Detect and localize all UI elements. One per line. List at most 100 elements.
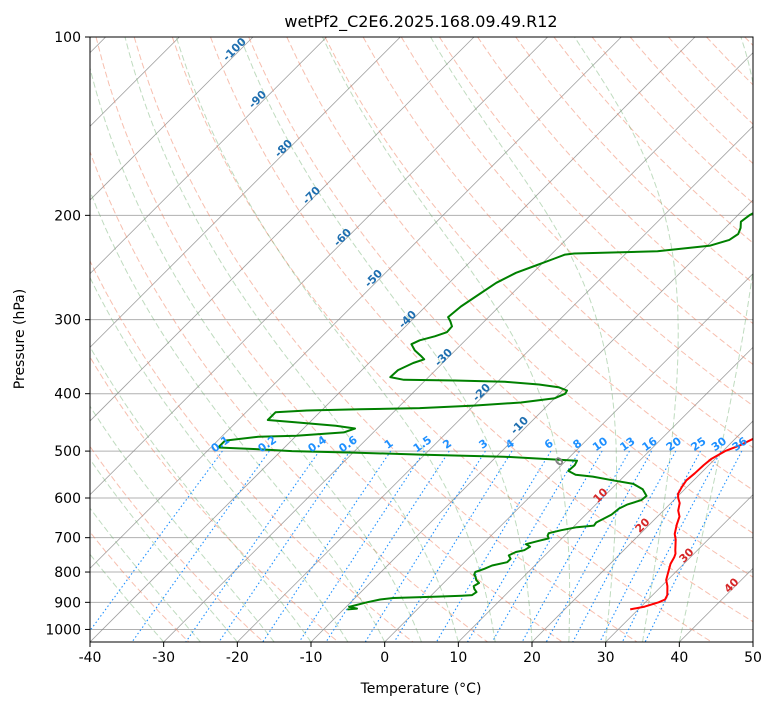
- y-tick-label: 200: [54, 208, 81, 224]
- mixing-ratio-label: 0.1: [209, 433, 232, 455]
- dry-adiabat-line: [171, 37, 712, 642]
- y-tick-label: 1000: [45, 622, 81, 638]
- x-tick-label: 10: [449, 650, 467, 666]
- y-tick-label: 400: [54, 387, 81, 403]
- dry-adiabat-line: [515, 37, 753, 284]
- isotherm-line: [90, 37, 696, 642]
- x-tick-label: -40: [79, 650, 102, 666]
- mixing-ratio-line: [298, 450, 425, 642]
- mixing-ratio-label: 1.5: [411, 433, 434, 455]
- dewpoint-profile-line: [217, 212, 753, 611]
- moist-adiabat-line: [90, 189, 386, 642]
- chart-title: wetPf2_C2E6.2025.168.09.49.R12: [284, 12, 557, 32]
- isotherm-label: -80: [272, 137, 295, 160]
- y-tick-label: 300: [54, 313, 81, 329]
- isotherm-label: -60: [331, 226, 354, 249]
- moist-adiabat-line: [90, 553, 165, 642]
- dry-adiabat-line: [362, 37, 753, 449]
- dry-adiabat-line: [744, 37, 753, 47]
- moist-adiabat-line: [175, 37, 496, 642]
- y-tick-label: 100: [54, 30, 81, 46]
- isotherm-lines: [90, 37, 753, 642]
- dry-adiabat-line: [706, 37, 753, 86]
- dry-adiabat-line: [400, 37, 753, 407]
- x-axis-ticks: -40 -30 -20 -10 0 10 20 30 40 50: [79, 642, 762, 666]
- isotherm-label: -50: [362, 267, 385, 290]
- moist-adiabat-lines: [90, 37, 753, 642]
- mixing-ratio-label: 1: [382, 437, 396, 452]
- dry-adiabat-line: [90, 445, 264, 642]
- moist-adiabat-line: [124, 37, 459, 642]
- plot-frame: [89, 36, 754, 643]
- x-tick-label: 30: [597, 650, 615, 666]
- dry-adiabat-line: [286, 37, 753, 534]
- y-axis-label: Pressure (hPa): [12, 289, 28, 389]
- moist-adiabat-line: [574, 37, 679, 642]
- isotherm-line: [90, 37, 622, 569]
- temperature-profile-line: [630, 437, 753, 611]
- dry-adiabat-line: [210, 37, 753, 623]
- moist-adiabat-line: [90, 345, 312, 642]
- mixing-ratio-line: [393, 450, 513, 642]
- y-tick-label: 600: [54, 491, 81, 507]
- isotherm-line: [384, 273, 753, 642]
- y-tick-label: 700: [54, 531, 81, 547]
- dry-adiabat-line: [90, 150, 488, 642]
- dry-adiabat-line: [95, 37, 563, 642]
- mixing-ratio-line: [435, 450, 552, 642]
- isotherm-label: -30: [432, 346, 455, 369]
- isotherm-label: -70: [300, 184, 323, 207]
- pressure-grid: [90, 37, 753, 630]
- x-tick-label: 40: [670, 650, 688, 666]
- x-axis-label: Temperature (°C): [360, 681, 482, 697]
- dry-adiabat-lines: [90, 37, 753, 642]
- dry-adiabat-line: [248, 37, 753, 578]
- isotherm-label: -40: [396, 308, 419, 331]
- theta-label: 40: [722, 575, 742, 595]
- dry-adiabat-line: [90, 259, 414, 642]
- sounding-profiles: [217, 212, 753, 611]
- reference-line-labels: 0.1 0.2 0.4 0.6 1 1.5 2 3 4 6 8 10 13 16 20 25 30 36-100-…: [209, 35, 750, 596]
- moist-adiabat-line: [90, 458, 238, 642]
- mixing-ratio-line: [90, 450, 223, 632]
- isotherm-line: [90, 37, 548, 496]
- moist-adiabat-line: [90, 405, 275, 642]
- isotherm-line: [458, 346, 753, 642]
- mixing-ratio-line: [262, 450, 392, 642]
- mixing-ratio-line: [545, 450, 653, 642]
- isotherm-line: [310, 199, 753, 642]
- moist-adiabat-line: [430, 37, 617, 642]
- mixing-ratio-line: [599, 450, 701, 642]
- moist-adiabat-line: [239, 37, 533, 642]
- moist-adiabat-line: [90, 276, 349, 642]
- isotherm-line: [237, 125, 753, 642]
- mixing-ratio-line: [521, 450, 630, 642]
- theta-label: 20: [633, 515, 653, 535]
- dry-adiabat-line: [133, 37, 638, 642]
- mixing-ratio-line: [131, 450, 270, 642]
- theta-label: 10: [591, 485, 611, 505]
- isotherm-line: [752, 641, 753, 642]
- isotherm-line: [90, 37, 327, 275]
- mixing-ratio-line: [491, 450, 603, 642]
- isotherm-line: [679, 567, 753, 642]
- mixing-ratio-lines: [90, 450, 743, 642]
- mixing-ratio-label: 2: [440, 437, 454, 452]
- x-tick-label: -10: [300, 650, 323, 666]
- mixing-ratio-line: [621, 450, 722, 642]
- x-tick-label: 0: [380, 650, 389, 666]
- isotherm-line: [605, 494, 753, 642]
- x-tick-label: -20: [226, 650, 249, 666]
- y-tick-label: 500: [54, 444, 81, 460]
- isotherm-label: -20: [470, 381, 493, 404]
- dry-adiabat-line: [90, 356, 339, 642]
- isotherm-line: [90, 37, 254, 201]
- moist-adiabat-line: [90, 65, 422, 642]
- moist-adiabat-line: [322, 37, 571, 642]
- mixing-ratio-line: [644, 450, 743, 642]
- isotherm-line: [531, 420, 753, 642]
- x-tick-label: 20: [523, 650, 541, 666]
- moist-adiabat-line: [90, 507, 201, 642]
- isotherm-label: -10: [508, 414, 531, 437]
